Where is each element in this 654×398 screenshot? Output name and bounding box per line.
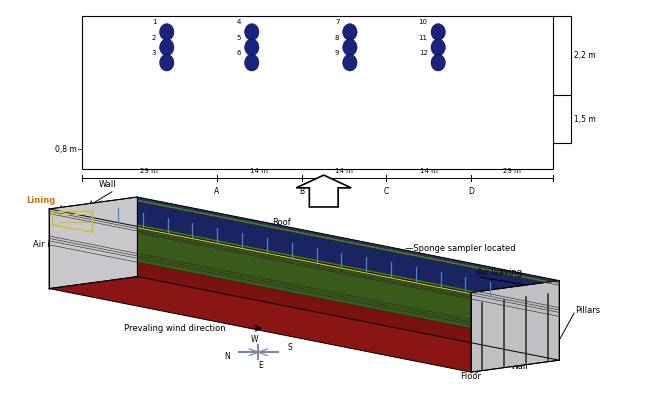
Ellipse shape: [160, 23, 174, 40]
Text: 3: 3: [152, 50, 156, 56]
Text: S: S: [287, 343, 292, 352]
Text: Wall: Wall: [99, 180, 116, 189]
Text: Prevaling wind direction: Prevaling wind direction: [124, 324, 226, 333]
Ellipse shape: [160, 39, 174, 56]
Ellipse shape: [343, 23, 357, 40]
Text: 14 m: 14 m: [250, 168, 268, 174]
Text: N: N: [224, 352, 230, 361]
Text: 4: 4: [237, 20, 241, 25]
Text: 11: 11: [419, 35, 428, 41]
Text: C: C: [384, 187, 389, 196]
Ellipse shape: [245, 39, 259, 56]
Ellipse shape: [245, 54, 259, 71]
Ellipse shape: [160, 54, 174, 71]
Text: 29 m: 29 m: [503, 168, 521, 174]
Text: 2,2 m: 2,2 m: [574, 51, 596, 60]
Text: 2: 2: [152, 35, 156, 41]
Polygon shape: [49, 229, 559, 324]
Polygon shape: [49, 229, 559, 324]
Polygon shape: [49, 197, 559, 293]
Polygon shape: [471, 281, 559, 372]
Polygon shape: [49, 202, 559, 297]
Polygon shape: [49, 197, 137, 289]
Polygon shape: [49, 226, 559, 322]
Text: 14 m: 14 m: [335, 168, 353, 174]
Text: B: B: [299, 187, 304, 196]
Text: 8: 8: [335, 35, 339, 41]
Text: 1: 1: [152, 20, 156, 25]
Text: Wall: Wall: [511, 362, 528, 371]
Text: 10: 10: [419, 20, 428, 25]
Polygon shape: [49, 224, 559, 320]
Text: 7: 7: [335, 20, 339, 25]
Text: 14 m: 14 m: [420, 168, 438, 174]
Ellipse shape: [431, 23, 445, 40]
Polygon shape: [49, 233, 559, 328]
Polygon shape: [49, 199, 559, 295]
Text: Pillars: Pillars: [576, 306, 600, 315]
Text: 6: 6: [237, 50, 241, 56]
Ellipse shape: [343, 39, 357, 56]
Polygon shape: [49, 224, 559, 320]
Text: 29 m: 29 m: [141, 168, 158, 174]
Text: Lining: Lining: [26, 197, 56, 205]
Text: 1,5 m: 1,5 m: [574, 115, 596, 124]
Polygon shape: [49, 199, 559, 295]
Ellipse shape: [431, 39, 445, 56]
Ellipse shape: [245, 23, 259, 40]
Text: Floor: Floor: [460, 372, 481, 380]
Text: 12: 12: [419, 50, 428, 56]
Text: Air intake: Air intake: [33, 240, 73, 249]
Text: 9: 9: [335, 50, 339, 56]
Text: D: D: [468, 187, 474, 196]
Polygon shape: [137, 197, 559, 360]
Polygon shape: [49, 277, 559, 372]
Text: 5: 5: [237, 35, 241, 41]
Text: W: W: [251, 335, 258, 343]
Bar: [82, 16, 553, 169]
Text: Roof: Roof: [272, 219, 290, 227]
Polygon shape: [49, 226, 559, 322]
Polygon shape: [49, 202, 559, 297]
Ellipse shape: [431, 54, 445, 71]
Polygon shape: [296, 175, 351, 207]
Ellipse shape: [343, 54, 357, 71]
Text: —Sponge sampler located: —Sponge sampler located: [405, 244, 516, 253]
Text: Air leaving: Air leaving: [477, 268, 523, 277]
Text: E: E: [258, 361, 263, 370]
Text: 0,8 m: 0,8 m: [55, 145, 77, 154]
Text: A: A: [215, 187, 220, 196]
